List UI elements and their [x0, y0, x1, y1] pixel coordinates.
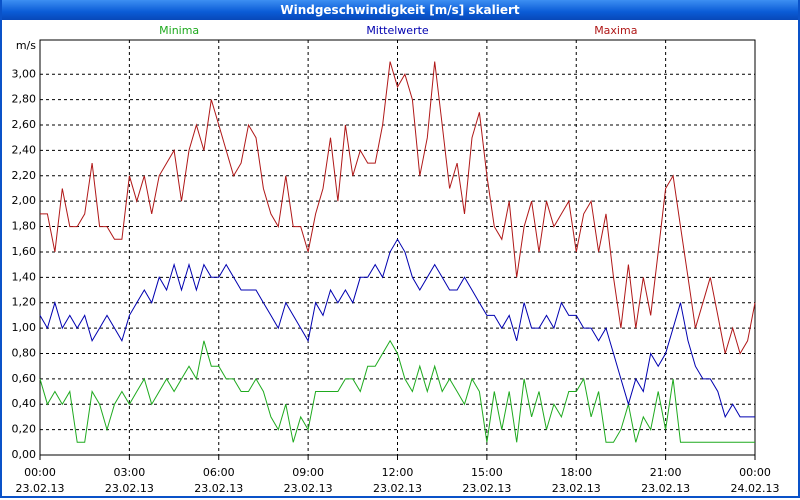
y-tick-label: 0,80: [12, 346, 37, 359]
legend-label: Mittelwerte: [366, 24, 429, 37]
y-tick-label: 2,60: [12, 118, 37, 131]
x-tick-label: 15:00: [471, 466, 503, 479]
y-tick-label: 0,20: [12, 423, 37, 436]
x-tick-date: 23.02.13: [194, 482, 243, 495]
y-tick-label: 1,40: [12, 270, 37, 283]
x-tick-label: 00:00: [24, 466, 56, 479]
y-tick-label: 0,40: [12, 397, 37, 410]
x-tick-date: 23.02.13: [284, 482, 333, 495]
y-tick-label: 1,20: [12, 296, 37, 309]
y-tick-label: 2,20: [12, 169, 37, 182]
y-tick-label: 2,40: [12, 143, 37, 156]
x-tick-label: 09:00: [292, 466, 324, 479]
y-tick-label: 1,60: [12, 245, 37, 258]
series-line: [39, 339, 755, 443]
x-tick-label: 18:00: [560, 466, 592, 479]
title-bar: Windgeschwindigkeit [m/s] skaliert: [2, 0, 798, 20]
x-tick-date: 23.02.13: [462, 482, 511, 495]
x-tick-date: 24.02.13: [731, 482, 780, 495]
chart: m/s 0,00 0,20 0,40 0,60 0,80 1,00 1,20 1,40 1,60 1…: [12, 24, 780, 495]
x-tick-label: 06:00: [203, 466, 235, 479]
legend-label: Minima: [159, 24, 199, 37]
y-tick-label: 0,00: [12, 448, 37, 461]
x-tick-date: 23.02.13: [16, 482, 65, 495]
y-unit: m/s: [16, 39, 36, 52]
y-tick-label: 0,60: [12, 372, 37, 385]
x-tick-date: 23.02.13: [105, 482, 154, 495]
series-line: [40, 61, 756, 355]
series-line: [39, 238, 755, 419]
x-tick-label: 21:00: [650, 466, 682, 479]
plot-border: [39, 39, 756, 456]
x-tick-date: 23.02.13: [552, 482, 601, 495]
x-tick-label: 00:00: [739, 466, 771, 479]
x-tick-date: 23.02.13: [641, 482, 690, 495]
x-tick-label: 12:00: [382, 466, 414, 479]
y-tick-label: 3,00: [12, 67, 37, 80]
y-tick-label: 1,00: [12, 321, 37, 334]
y-tick-label: 1,80: [12, 220, 37, 233]
legend-label: Maxima: [594, 24, 637, 37]
x-tick-label: 03:00: [114, 466, 146, 479]
y-tick-label: 2,80: [12, 93, 37, 106]
y-tick-label: 2,00: [12, 194, 37, 207]
x-tick-date: 23.02.13: [373, 482, 422, 495]
